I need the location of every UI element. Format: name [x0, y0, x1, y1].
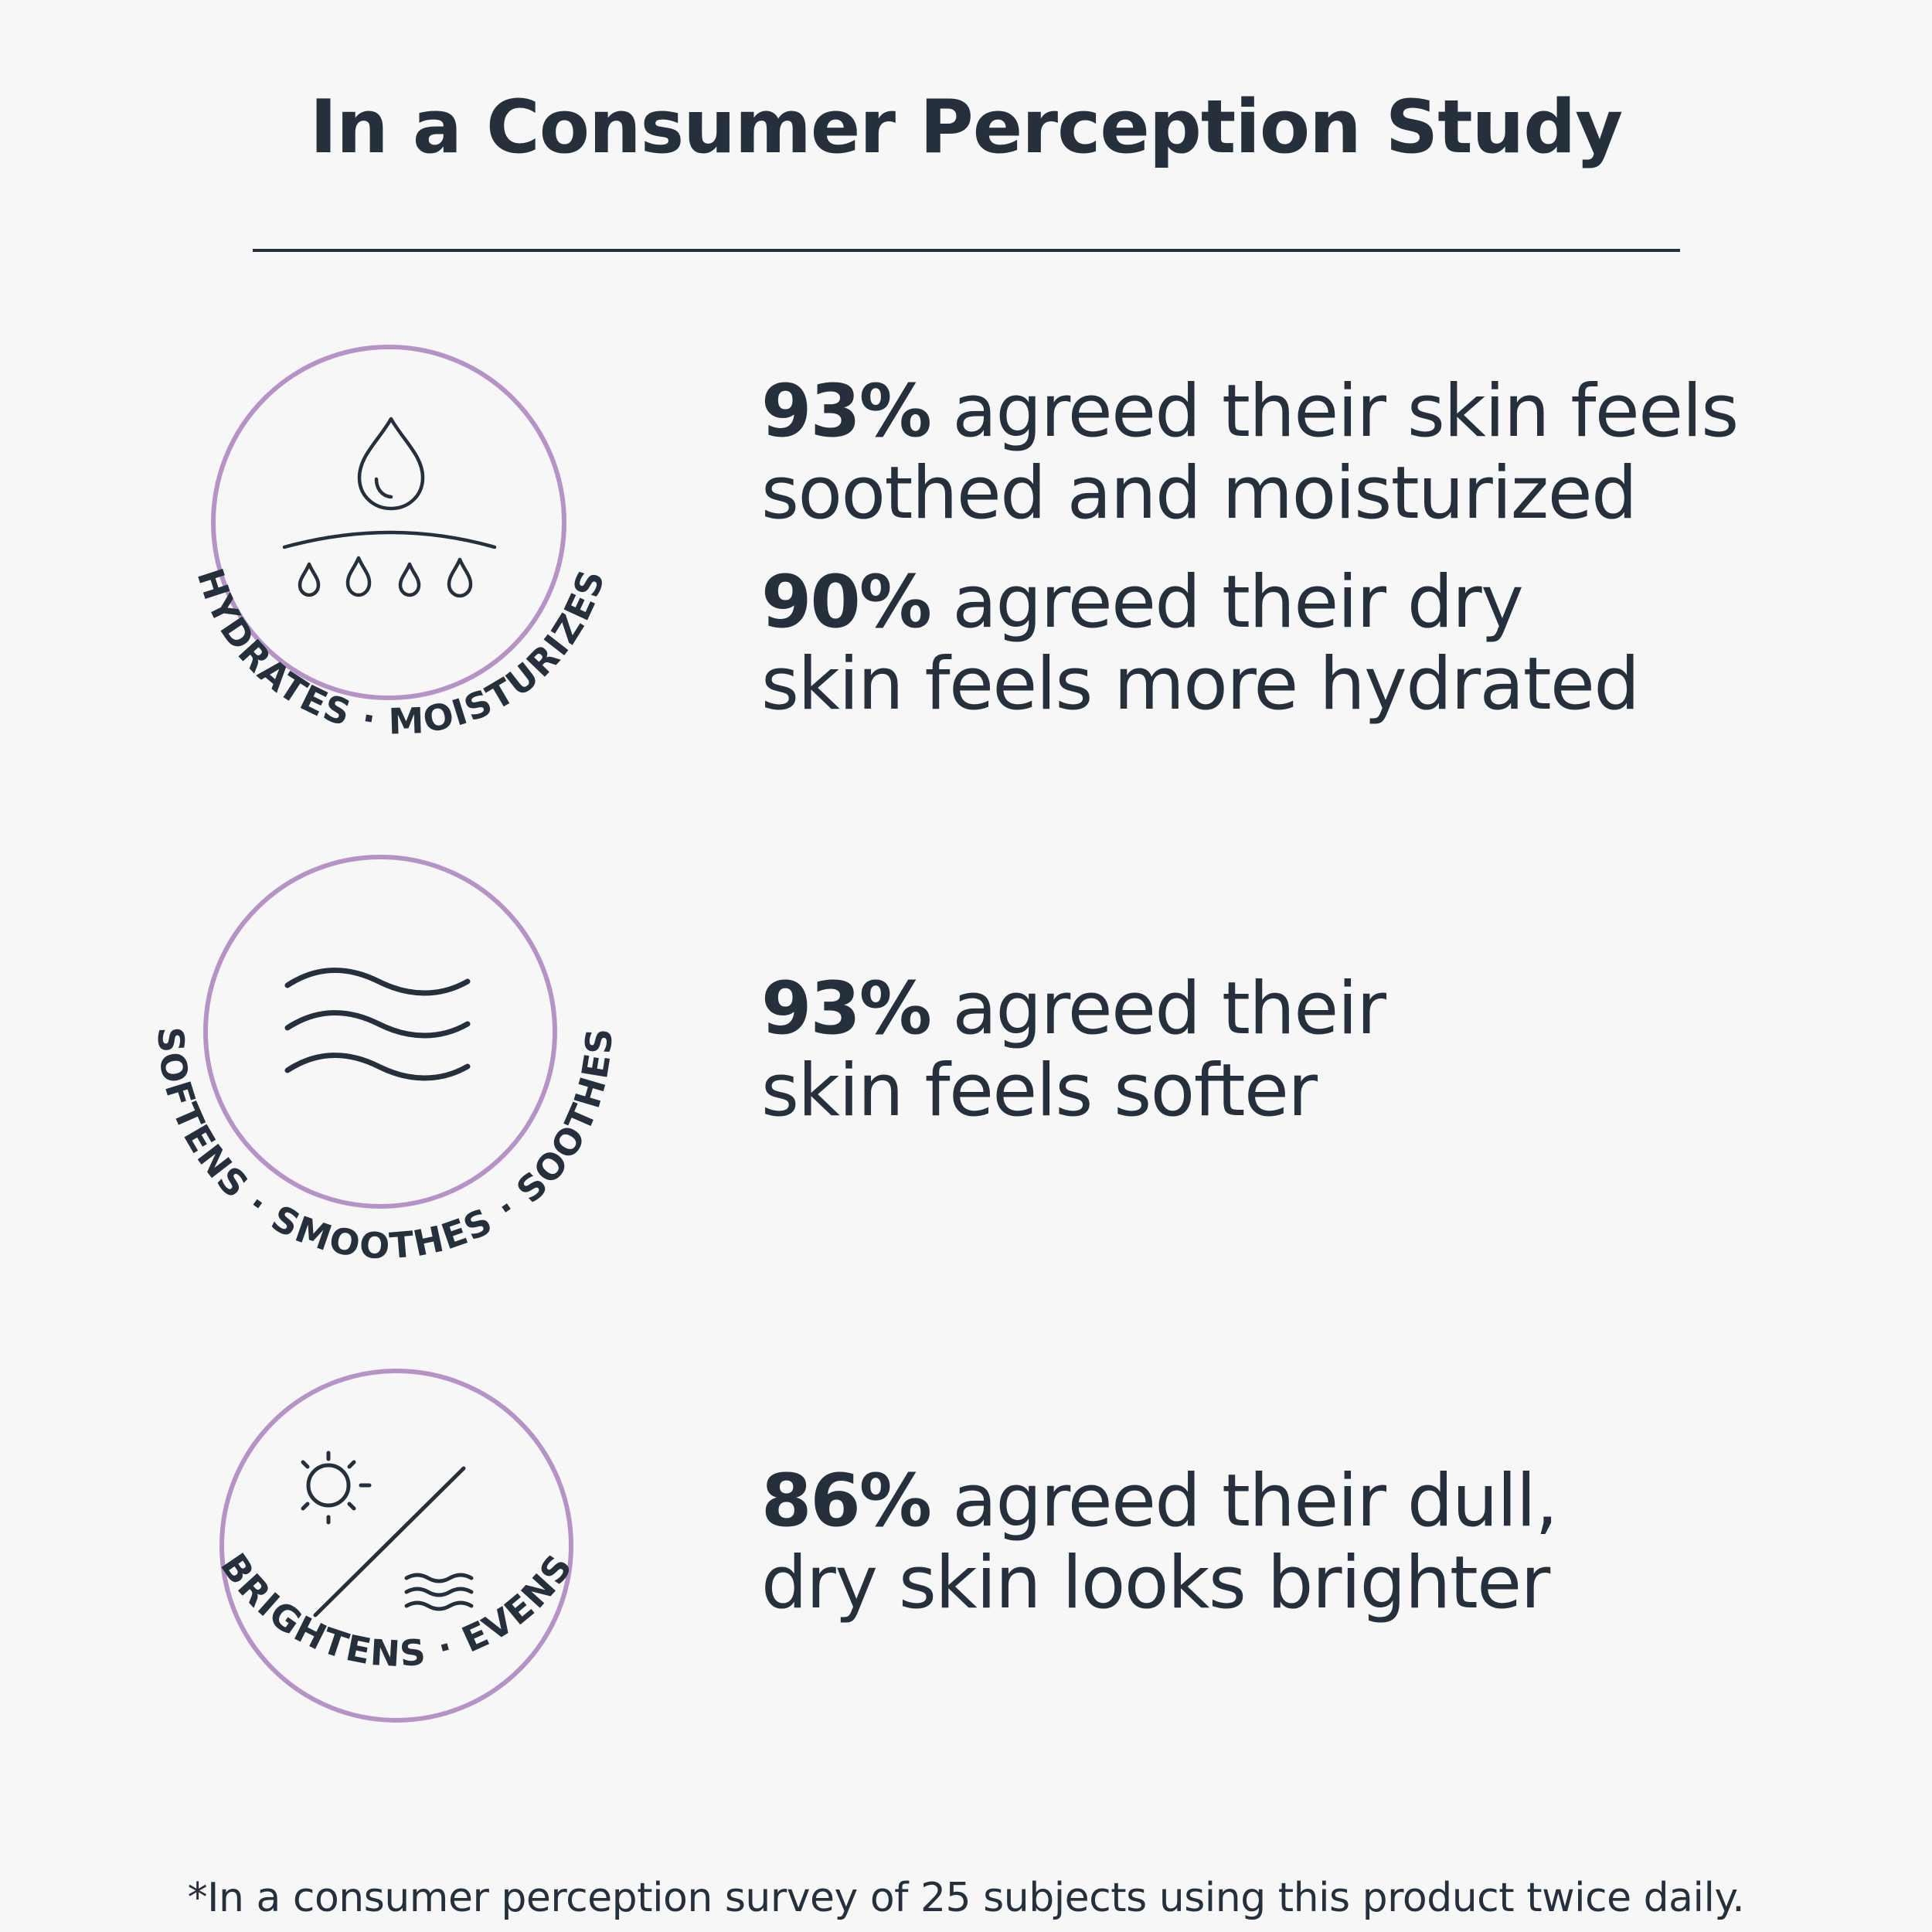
water-drops-icon: [282, 417, 497, 598]
stat-text: agreed their dry: [930, 560, 1523, 645]
stat-text: agreed their skin feels: [930, 369, 1739, 454]
brightens-badge: BRIGHTENS · EVENS: [213, 1369, 581, 1723]
stat-text: agreed their: [930, 967, 1386, 1051]
title-divider: [253, 249, 1680, 252]
stat-percent: 86%: [761, 1459, 932, 1543]
stat-soothed-moisturized: 93% agreed their skin feels soothed and …: [761, 369, 1739, 536]
waves-icon: [284, 968, 471, 1081]
badge-label: SOFTENS · SMOOTHES · SOOTHES: [150, 1026, 621, 1267]
stat-brighter: 86% agreed their dull, dry skin looks br…: [761, 1459, 1558, 1625]
stat-text: dry skin looks brighter: [761, 1541, 1550, 1625]
sun-and-waves-icon: [301, 1451, 474, 1617]
stat-percent: 93%: [761, 369, 932, 454]
hydrates-badge: HYDRATES · MOISTURIZES: [189, 345, 611, 743]
stat-more-hydrated: 90% agreed their dry skin feels more hyd…: [761, 560, 1640, 726]
stat-text: skin feels softer: [761, 1049, 1318, 1133]
stat-text: skin feels more hydrated: [761, 642, 1640, 726]
stat-text: agreed their dull,: [930, 1459, 1558, 1543]
stat-softer: 93% agreed their skin feels softer: [761, 967, 1386, 1133]
badge-ring: [219, 1369, 573, 1723]
page-title: In a Consumer Perception Study: [309, 85, 1623, 170]
badge-ring: [203, 855, 557, 1209]
footnote: *In a consumer perception survey of 25 s…: [187, 1875, 1745, 1921]
softens-badge: SOFTENS · SMOOTHES · SOOTHES: [150, 855, 621, 1267]
stat-percent: 93%: [761, 967, 932, 1051]
stat-percent: 90%: [761, 560, 932, 645]
badge-ring: [211, 345, 566, 700]
stat-text: soothed and moisturized: [761, 451, 1638, 536]
badge-label: BRIGHTENS · EVENS: [213, 1546, 581, 1675]
